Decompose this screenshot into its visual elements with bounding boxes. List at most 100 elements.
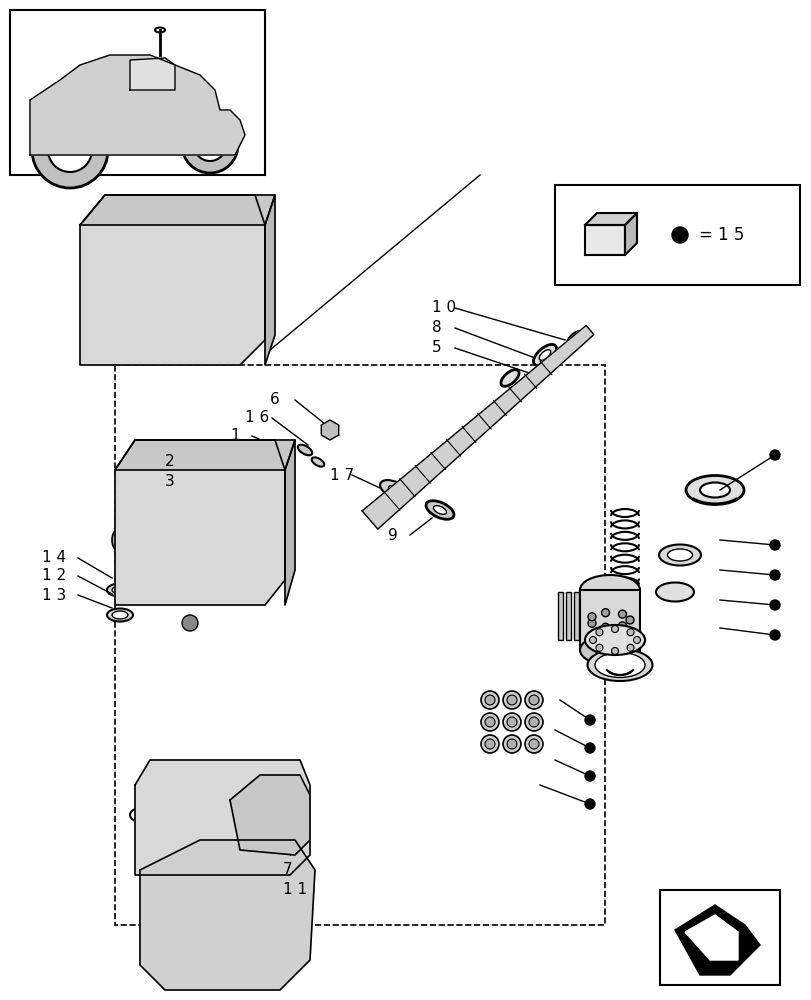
- Circle shape: [162, 502, 238, 578]
- Circle shape: [484, 695, 495, 705]
- Circle shape: [135, 245, 215, 325]
- Polygon shape: [264, 195, 275, 365]
- Bar: [115, 365, 604, 925]
- Circle shape: [626, 644, 633, 651]
- Ellipse shape: [426, 501, 453, 519]
- Text: 1 6: 1 6: [245, 410, 269, 426]
- Ellipse shape: [388, 486, 401, 494]
- Text: 2: 2: [165, 454, 174, 470]
- Polygon shape: [80, 195, 275, 225]
- Ellipse shape: [112, 611, 128, 619]
- Polygon shape: [674, 905, 759, 975]
- Circle shape: [484, 717, 495, 727]
- Circle shape: [528, 695, 539, 705]
- Ellipse shape: [699, 483, 729, 497]
- Circle shape: [188, 528, 212, 552]
- Ellipse shape: [584, 625, 644, 655]
- Circle shape: [32, 112, 108, 188]
- Text: 1: 1: [230, 428, 239, 444]
- Text: 1 1: 1 1: [283, 882, 307, 897]
- Circle shape: [48, 128, 92, 172]
- Bar: [579, 590, 639, 650]
- Text: 1 4: 1 4: [42, 550, 66, 566]
- Bar: [573, 592, 578, 640]
- Circle shape: [611, 626, 618, 633]
- Ellipse shape: [587, 649, 652, 681]
- Circle shape: [611, 648, 618, 654]
- Circle shape: [595, 629, 603, 636]
- Circle shape: [528, 717, 539, 727]
- Ellipse shape: [433, 506, 446, 514]
- Polygon shape: [684, 915, 737, 960]
- Ellipse shape: [659, 544, 700, 566]
- Ellipse shape: [500, 370, 518, 386]
- Circle shape: [484, 739, 495, 749]
- Circle shape: [769, 630, 779, 640]
- Ellipse shape: [81, 280, 95, 310]
- Bar: [565, 592, 570, 640]
- Ellipse shape: [579, 635, 639, 665]
- Circle shape: [626, 629, 633, 636]
- Circle shape: [618, 622, 626, 630]
- Text: 4: 4: [283, 844, 292, 859]
- Text: 1 2: 1 2: [42, 568, 66, 584]
- Ellipse shape: [380, 480, 410, 500]
- Polygon shape: [115, 440, 285, 605]
- Circle shape: [525, 691, 543, 709]
- Text: 6: 6: [270, 392, 280, 408]
- Circle shape: [506, 739, 517, 749]
- Circle shape: [194, 129, 225, 161]
- Circle shape: [525, 735, 543, 753]
- Ellipse shape: [112, 586, 128, 594]
- Circle shape: [584, 771, 594, 781]
- Bar: [150, 200, 190, 215]
- Polygon shape: [584, 225, 624, 255]
- Circle shape: [502, 691, 521, 709]
- Circle shape: [480, 713, 499, 731]
- Circle shape: [584, 715, 594, 725]
- Circle shape: [528, 739, 539, 749]
- Circle shape: [672, 227, 687, 243]
- Ellipse shape: [667, 549, 692, 561]
- Ellipse shape: [311, 457, 324, 467]
- Circle shape: [769, 570, 779, 580]
- Bar: [10, 10, 264, 175]
- Circle shape: [601, 609, 609, 617]
- Circle shape: [584, 743, 594, 753]
- Ellipse shape: [567, 331, 581, 345]
- Circle shape: [587, 613, 595, 621]
- Circle shape: [589, 637, 596, 644]
- Polygon shape: [30, 55, 245, 155]
- Circle shape: [182, 117, 238, 173]
- Text: 9: 9: [388, 528, 397, 542]
- Ellipse shape: [539, 350, 550, 360]
- Ellipse shape: [298, 445, 311, 455]
- Ellipse shape: [594, 652, 644, 678]
- Circle shape: [587, 619, 595, 627]
- Polygon shape: [624, 213, 636, 255]
- Text: KIT: KIT: [593, 233, 616, 246]
- Polygon shape: [584, 213, 636, 225]
- Circle shape: [633, 637, 640, 644]
- Polygon shape: [135, 760, 310, 875]
- Circle shape: [601, 623, 609, 631]
- Circle shape: [172, 512, 228, 568]
- Ellipse shape: [155, 28, 165, 33]
- Polygon shape: [139, 840, 315, 990]
- Polygon shape: [115, 440, 294, 470]
- Bar: [659, 890, 779, 985]
- Circle shape: [506, 695, 517, 705]
- Polygon shape: [130, 58, 175, 90]
- Bar: [554, 185, 799, 285]
- Circle shape: [502, 713, 521, 731]
- Text: 5: 5: [431, 340, 441, 356]
- Circle shape: [112, 522, 148, 558]
- Circle shape: [595, 644, 603, 651]
- Circle shape: [769, 450, 779, 460]
- Ellipse shape: [579, 575, 639, 605]
- Circle shape: [502, 735, 521, 753]
- Circle shape: [480, 691, 499, 709]
- Ellipse shape: [655, 582, 693, 601]
- Ellipse shape: [107, 584, 133, 596]
- Ellipse shape: [685, 476, 743, 504]
